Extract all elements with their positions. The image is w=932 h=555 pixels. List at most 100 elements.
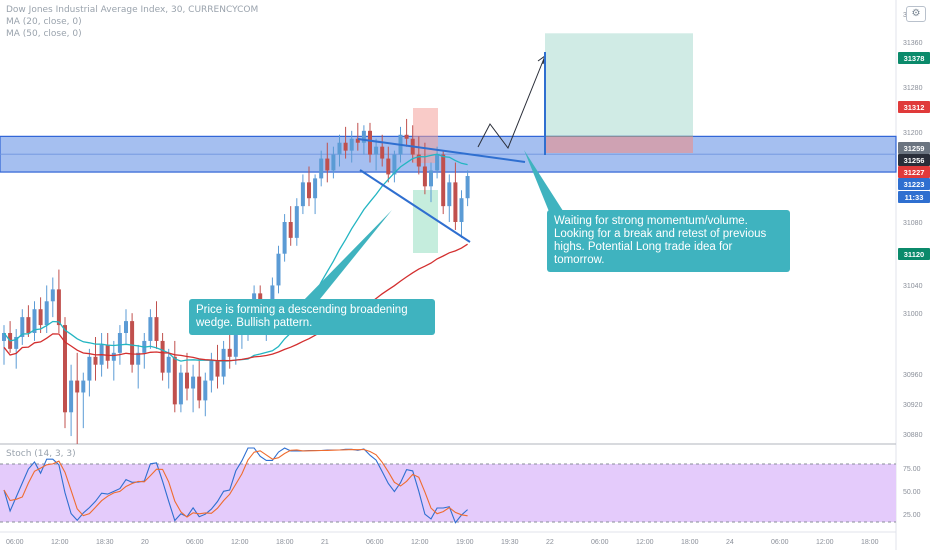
- stoch-label: Stoch (14, 3, 3): [6, 449, 76, 459]
- candle-body: [160, 340, 165, 373]
- time-tick-label: 18:30: [96, 539, 114, 546]
- stoch-tick-label: 50.00: [903, 489, 921, 496]
- candle-body: [453, 182, 458, 222]
- price-badge: [898, 191, 930, 203]
- price-badge: [898, 101, 930, 113]
- position-target-zone: [545, 33, 693, 137]
- time-tick-label: 18:00: [861, 539, 879, 546]
- candle-body: [111, 352, 116, 361]
- candle-body: [117, 333, 122, 353]
- candle-body: [441, 154, 446, 207]
- price-tick-label: 30920: [903, 402, 923, 409]
- candle-body: [197, 376, 202, 401]
- candle-body: [270, 285, 275, 310]
- highlight-green: [413, 190, 438, 253]
- candle-body: [20, 317, 25, 337]
- candle-body: [368, 130, 372, 155]
- price-badge-label: 31378: [904, 54, 925, 63]
- candle-body: [349, 138, 354, 151]
- candle-body: [2, 333, 6, 341]
- candle-body: [319, 158, 324, 179]
- stoch-d-line: [3, 448, 468, 518]
- stoch-band: [0, 464, 896, 522]
- plan-callout: Waiting for strong momentum/volume. Look…: [547, 210, 790, 272]
- price-badge-label: 31223: [904, 180, 925, 189]
- candle-body: [154, 317, 159, 341]
- settings-icon[interactable]: ⚙: [906, 6, 926, 22]
- candle-body: [56, 289, 61, 326]
- time-tick-label: 18:00: [681, 539, 699, 546]
- candle-body: [185, 372, 189, 389]
- price-badge: [898, 52, 930, 64]
- candle-body: [130, 321, 135, 365]
- candle-body: [355, 138, 360, 143]
- wedge-lower-line: [359, 169, 471, 243]
- price-tick-label: 31280: [903, 85, 923, 92]
- stoch-tick-label: 75.00: [903, 466, 921, 473]
- candle-body: [44, 301, 49, 326]
- price-badge-label: 31227: [904, 168, 925, 177]
- candle-body: [63, 325, 67, 413]
- legend-symbol: Dow Jones Industrial Average Index, 30, …: [6, 5, 259, 15]
- time-tick-label: 12:00: [51, 539, 69, 546]
- candle-body: [215, 360, 220, 377]
- position-stop-zone: [545, 136, 693, 154]
- time-tick-label: 12:00: [411, 539, 429, 546]
- candle-body: [343, 142, 348, 151]
- wedge-callout-pointer: [300, 210, 392, 304]
- candle-body: [313, 178, 318, 199]
- price-badge-label: 11:33: [905, 193, 924, 202]
- candle-body: [93, 356, 98, 365]
- candle-body: [429, 170, 433, 187]
- candle-body: [105, 344, 110, 361]
- price-badge-label: 31256: [904, 156, 925, 165]
- price-tick-label: 30880: [903, 432, 923, 439]
- time-tick-label: 06:00: [591, 539, 609, 546]
- candle-body: [392, 154, 397, 175]
- candle-body: [300, 182, 305, 207]
- candle-body: [374, 146, 379, 155]
- candle-body: [282, 222, 287, 254]
- price-badge-label: 31120: [904, 250, 924, 259]
- price-badge-label: 31312: [904, 103, 925, 112]
- candle-body: [166, 356, 171, 373]
- time-tick-label: 12:00: [231, 539, 249, 546]
- candle-body: [227, 348, 232, 357]
- candle-body: [26, 317, 31, 333]
- time-tick-label: 24: [726, 539, 734, 546]
- wedge-callout: Price is forming a descending broadening…: [189, 299, 435, 335]
- forecast-arrow-path: [477, 55, 546, 150]
- time-tick-label: 21: [321, 539, 329, 546]
- time-tick-label: 20: [141, 539, 149, 546]
- candle-body: [14, 336, 19, 349]
- candle-body: [416, 154, 421, 167]
- candle-body: [203, 380, 208, 401]
- legend-ma20: MA (20, close, 0): [6, 17, 82, 27]
- candle-body: [459, 198, 464, 222]
- time-tick-label: 22: [546, 539, 554, 546]
- price-badge: [898, 166, 930, 178]
- price-badge-label: 31259: [904, 144, 925, 153]
- time-tick-label: 12:00: [636, 539, 654, 546]
- candle-body: [331, 154, 336, 171]
- candle-body: [50, 289, 55, 302]
- candle-body: [337, 142, 342, 155]
- price-badge: [898, 154, 930, 166]
- candle-body: [325, 158, 330, 171]
- stoch-tick-label: 25.00: [903, 512, 921, 519]
- candle-body: [435, 154, 440, 171]
- price-tick-label: 31360: [903, 40, 923, 47]
- candle-body: [178, 372, 183, 405]
- price-axis-background: [896, 0, 932, 550]
- candle-body: [148, 317, 153, 341]
- candle-body: [136, 352, 141, 365]
- candle-body: [191, 376, 196, 389]
- stoch-k-line: [3, 447, 468, 524]
- candle-body: [233, 333, 238, 357]
- time-tick-label: 19:00: [456, 539, 474, 546]
- candle-body: [276, 253, 281, 286]
- time-tick-label: 12:00: [816, 539, 834, 546]
- wedge-upper-line: [357, 138, 526, 163]
